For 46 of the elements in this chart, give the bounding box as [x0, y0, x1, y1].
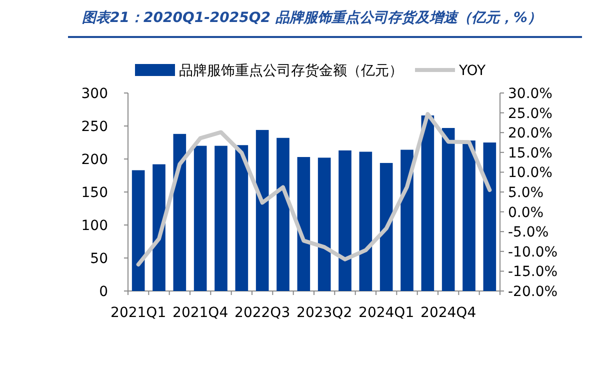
bar	[442, 128, 455, 291]
legend-label: YOY	[458, 63, 486, 79]
x-tick-label: 2023Q2	[296, 305, 352, 321]
bar	[400, 150, 414, 291]
chart-title: 图表21：2020Q1-2025Q2 品牌服饰重点公司存货及增速（亿元，%）	[82, 10, 542, 26]
bar	[318, 158, 331, 291]
x-tick-label: 2021Q4	[172, 305, 228, 321]
y-tick-label: 150	[81, 185, 108, 201]
bar	[338, 150, 352, 291]
y2-tick-label: 10.0%	[508, 165, 552, 182]
y-tick-label: 300	[81, 86, 108, 102]
y-tick-label: 0	[99, 284, 108, 300]
bar	[132, 170, 145, 291]
x-tick-label: 2021Q1	[110, 305, 166, 321]
y2-tick-label: -5.0%	[508, 224, 549, 241]
legend-label: 品牌服饰重点公司存货金额（亿元）	[179, 63, 403, 79]
y2-tick-label: -20.0%	[508, 284, 558, 300]
bar	[152, 164, 166, 291]
y2-tick-label: 25.0%	[508, 106, 552, 122]
y-tick-label: 50	[90, 251, 108, 267]
y2-tick-label: 30.0%	[508, 86, 552, 102]
bar	[380, 162, 393, 291]
y-tick-label: 200	[81, 152, 108, 168]
bar	[235, 145, 248, 291]
y2-tick-label: 15.0%	[508, 145, 552, 162]
y2-tick-label: -10.0%	[508, 244, 558, 260]
bar	[214, 146, 228, 291]
y-tick-label: 100	[81, 218, 108, 234]
x-tick-label: 2024Q1	[358, 305, 414, 321]
bar	[483, 142, 496, 291]
y2-tick-label: -15.0%	[508, 264, 558, 280]
bar	[276, 138, 290, 291]
bar	[421, 115, 434, 291]
y2-tick-label: 5.0%	[508, 185, 544, 201]
x-tick-label: 2022Q3	[234, 305, 290, 321]
bar	[194, 146, 207, 291]
y-tick-label: 250	[81, 119, 108, 135]
bar	[462, 140, 476, 291]
y2-tick-label: 20.0%	[508, 126, 552, 142]
bar	[256, 130, 269, 291]
bar	[359, 152, 372, 291]
y2-tick-label: 0.0%	[508, 204, 544, 221]
bar	[173, 134, 186, 291]
bar	[297, 157, 310, 291]
line-series	[136, 112, 492, 266]
x-tick-label: 2024Q4	[420, 305, 476, 321]
